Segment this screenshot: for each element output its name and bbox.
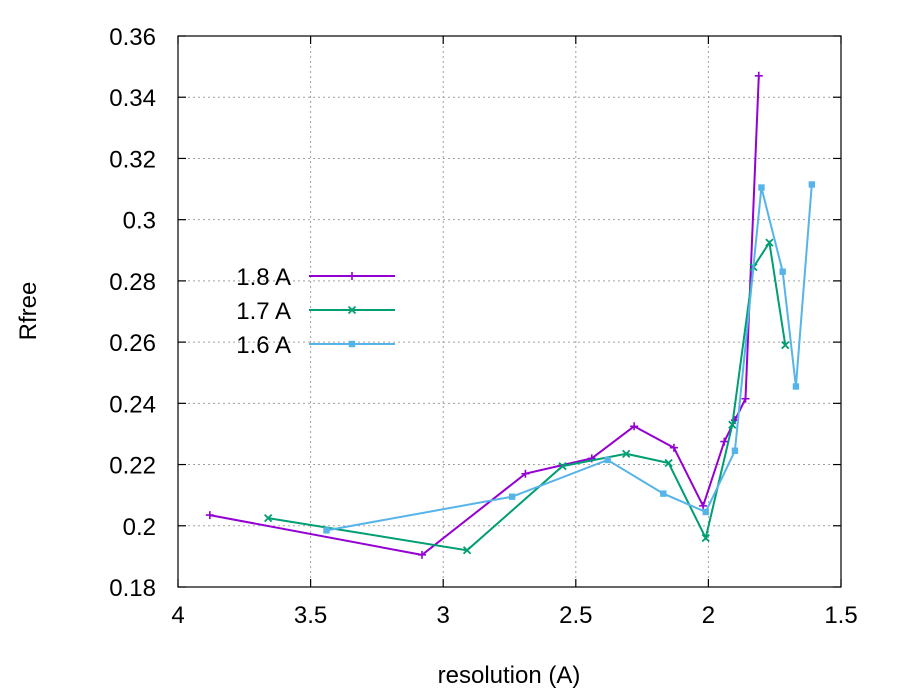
data-point-marker	[205, 511, 214, 520]
ticks	[177, 35, 842, 588]
data-point-marker	[765, 238, 774, 247]
data-point-marker	[348, 272, 356, 280]
legend: 1.8 A 1.7 A 1.6 A	[236, 264, 395, 359]
x-tick-label: 2.5	[559, 602, 592, 629]
y-tick-label: 0.28	[109, 269, 156, 296]
data-point-marker	[781, 341, 790, 350]
y-tick-label: 0.32	[109, 146, 156, 173]
data-point-marker	[604, 456, 611, 464]
y-tick-label: 0.3	[123, 208, 156, 235]
series-line	[268, 239, 787, 552]
x-tick-label: 3.5	[294, 602, 327, 629]
plot-frame	[177, 35, 842, 588]
y-tick-label: 0.2	[123, 514, 156, 541]
data-point-marker	[660, 490, 667, 497]
y-tick-label: 0.34	[109, 85, 156, 112]
data-point-marker	[462, 546, 472, 555]
data-point-marker	[699, 501, 708, 510]
data-point-marker	[701, 533, 710, 543]
data-point-marker	[348, 340, 356, 348]
y-tick-labels: 0.18 0.2 0.22 0.24 0.26 0.28 0.3 0.32 0.34 0.36	[109, 24, 156, 602]
y-tick-label: 0.26	[109, 330, 156, 357]
data-point-marker	[264, 513, 273, 523]
x-tick-labels: 4 3.5 3 2.5 2 1.5	[171, 602, 857, 629]
legend-label: 1.8 A	[236, 264, 291, 291]
data-point-marker	[417, 550, 426, 559]
data-point-marker	[754, 71, 763, 80]
data-point-marker	[792, 383, 800, 390]
data-point-marker	[779, 268, 786, 275]
data-point-marker	[323, 527, 330, 534]
data-point-marker	[521, 469, 530, 478]
data-point-marker	[702, 508, 709, 516]
data-point-marker	[808, 181, 816, 188]
data-point-marker	[741, 394, 750, 403]
series-line	[326, 184, 813, 532]
data-point-marker	[664, 458, 673, 468]
series-layer	[205, 71, 816, 559]
data-point-marker	[758, 184, 765, 191]
x-tick-label: 2	[702, 602, 715, 629]
x-tick-label: 4	[171, 602, 184, 629]
data-point-marker	[728, 420, 737, 429]
data-point-marker	[731, 447, 739, 454]
series-line	[209, 75, 760, 556]
y-tick-label: 0.22	[109, 453, 156, 480]
legend-label: 1.6 A	[236, 332, 291, 359]
y-axis-label: Rfree	[15, 282, 42, 341]
data-point-marker	[347, 305, 357, 315]
series-2	[323, 181, 816, 534]
x-tick-label: 3	[437, 602, 450, 629]
series-1	[264, 238, 790, 555]
y-tick-label: 0.36	[109, 24, 156, 51]
data-point-marker	[622, 449, 631, 458]
y-tick-label: 0.24	[109, 391, 156, 418]
data-point-marker	[558, 461, 567, 471]
data-point-marker	[630, 422, 639, 431]
x-axis-label: resolution (A)	[438, 662, 581, 689]
data-point-marker	[508, 493, 516, 500]
data-point-marker	[669, 443, 678, 452]
data-point-marker	[720, 437, 729, 446]
grid	[178, 36, 841, 587]
legend-label: 1.7 A	[236, 298, 291, 325]
y-tick-label: 0.18	[109, 575, 156, 602]
x-tick-label: 1.5	[824, 602, 857, 629]
